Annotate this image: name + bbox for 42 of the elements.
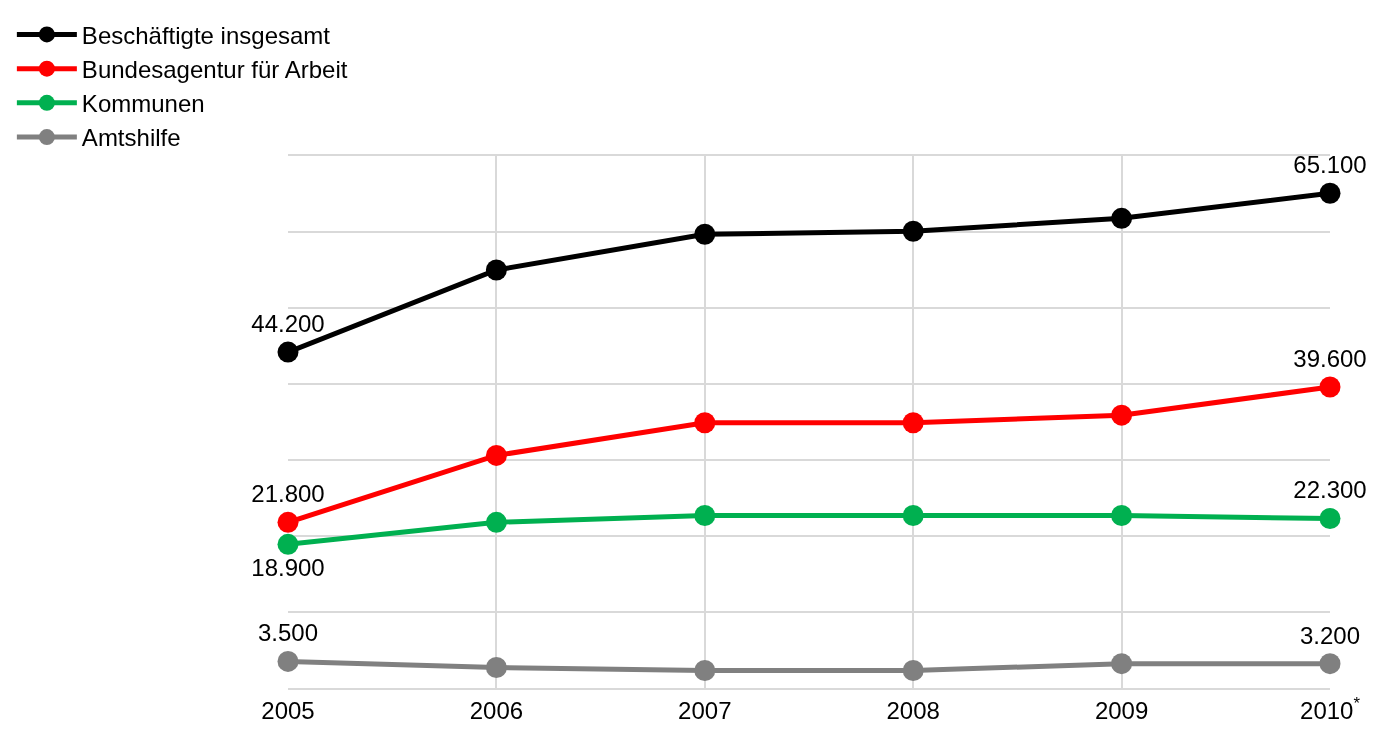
point — [1319, 182, 1341, 204]
data-label: 18.900 — [251, 554, 325, 582]
point — [902, 412, 924, 434]
legend-label: Bundesagentur für Arbeit — [81, 56, 348, 84]
x-tick-label: 2006 — [469, 696, 524, 724]
legend-label: Beschäftigte insgesamt — [81, 21, 331, 49]
data-label: 22.300 — [1293, 476, 1367, 504]
point — [694, 504, 716, 526]
data-label: 3.500 — [257, 619, 319, 647]
point — [694, 660, 716, 682]
data-label: 44.200 — [251, 309, 325, 337]
point — [485, 259, 507, 281]
point — [902, 660, 924, 682]
point — [694, 223, 716, 245]
point — [1111, 404, 1133, 426]
x-tick-label: 2008 — [886, 696, 940, 724]
point — [1111, 653, 1133, 675]
data-label: 65.100 — [1293, 151, 1367, 179]
point — [485, 511, 507, 533]
point — [1319, 508, 1341, 530]
x-tick-label: 2005 — [261, 696, 315, 724]
data-label: 3.200 — [1299, 621, 1361, 649]
point — [694, 412, 716, 434]
point — [1111, 504, 1133, 526]
x-tick-label: 2007 — [678, 696, 732, 724]
data-label: 21.800 — [251, 480, 325, 508]
point — [485, 656, 507, 678]
point — [277, 511, 299, 533]
legend-label: Kommunen — [81, 90, 205, 118]
point — [1111, 207, 1133, 229]
point — [485, 444, 507, 466]
legend-label: Amtshilfe — [81, 124, 181, 152]
x-tick-label: 2009 — [1094, 696, 1149, 724]
point — [902, 504, 924, 526]
point — [1319, 376, 1341, 398]
point — [277, 533, 299, 555]
point — [902, 220, 924, 242]
point — [1319, 653, 1341, 675]
data-label: 39.600 — [1293, 344, 1367, 372]
x-tick-label: 2010$^{*}$ — [1300, 693, 1361, 724]
point — [277, 650, 299, 672]
point — [277, 341, 299, 363]
